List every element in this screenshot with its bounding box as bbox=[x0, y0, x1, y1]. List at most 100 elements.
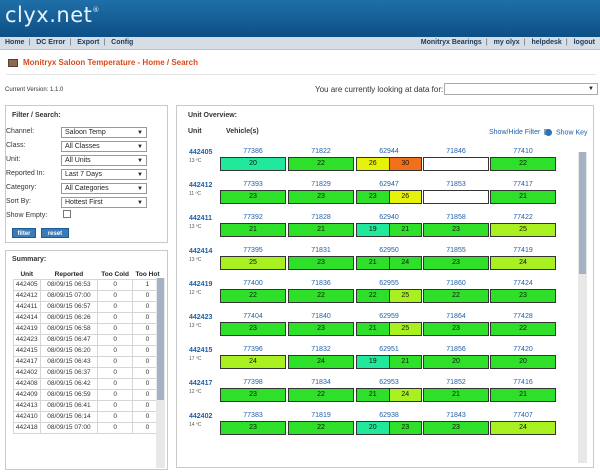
filter-button[interactable]: filter bbox=[12, 228, 36, 238]
vehicle-temp-box[interactable]: 20 bbox=[490, 355, 556, 369]
vehicle-id-link[interactable]: 71832 bbox=[311, 346, 331, 353]
show-empty-checkbox[interactable] bbox=[63, 210, 71, 218]
clyx-logo[interactable]: clyx.net® bbox=[5, 3, 100, 27]
vehicle-id-link[interactable]: 71855 bbox=[446, 247, 466, 254]
show-hide-filter-link[interactable]: Show/Hide Filter bbox=[489, 129, 551, 136]
vehicle-temp-box[interactable]: 23 bbox=[288, 256, 354, 270]
vehicle-temp-box[interactable]: 23 bbox=[423, 322, 489, 336]
vehicle-temp-box[interactable]: 23 bbox=[220, 388, 286, 402]
vehicle-id-link[interactable]: 71834 bbox=[311, 379, 331, 386]
unit-link[interactable]: 442415 bbox=[189, 347, 213, 354]
vehicle-temp-box[interactable]: 24 bbox=[220, 355, 286, 369]
vehicle-temp-box[interactable]: 21 bbox=[490, 190, 556, 204]
vehicle-id-link[interactable]: 62940 bbox=[379, 214, 399, 221]
summary-scroll-thumb[interactable] bbox=[157, 278, 164, 400]
col-too-hot[interactable]: Too Hot bbox=[135, 270, 160, 278]
vehicle-temp-box[interactable] bbox=[423, 157, 489, 171]
nav-export-link[interactable]: Export bbox=[77, 39, 100, 46]
table-row[interactable]: 442411 08/09/15 06:57 0 0 bbox=[13, 300, 164, 313]
vehicle-id-link[interactable]: 77392 bbox=[243, 214, 263, 221]
vehicle-temp-box[interactable] bbox=[423, 190, 489, 204]
class-select[interactable]: All Classes ▼ bbox=[61, 141, 147, 152]
vehicle-temp-box[interactable]: 23 bbox=[423, 223, 489, 237]
vehicle-temp-box[interactable]: 23 bbox=[423, 256, 489, 270]
vehicle-temp-box[interactable]: 21 25 bbox=[356, 322, 422, 336]
vehicle-temp-box[interactable]: 21 bbox=[288, 223, 354, 237]
vehicle-temp-box[interactable]: 20 23 bbox=[356, 421, 422, 435]
vehicle-id-link[interactable]: 71831 bbox=[311, 247, 331, 254]
nav-bearings-link[interactable]: Monitryx Bearings bbox=[420, 39, 482, 46]
vehicle-temp-box[interactable]: 23 bbox=[288, 190, 354, 204]
vehicle-temp-box[interactable]: 20 bbox=[423, 355, 489, 369]
nav-home-link[interactable]: Home bbox=[5, 39, 25, 46]
vehicle-temp-box[interactable]: 19 21 bbox=[356, 223, 422, 237]
vehicle-id-link[interactable]: 71853 bbox=[446, 181, 466, 188]
vehicle-temp-box[interactable]: 22 bbox=[288, 289, 354, 303]
table-row[interactable]: 442419 08/09/15 06:58 0 0 bbox=[13, 322, 164, 335]
vehicle-temp-box[interactable]: 23 bbox=[220, 322, 286, 336]
vehicle-id-link[interactable]: 62950 bbox=[379, 247, 399, 254]
nav-logout-link[interactable]: logout bbox=[573, 39, 595, 46]
vehicle-id-link[interactable]: 77410 bbox=[513, 148, 533, 155]
nav-helpdesk-link[interactable]: helpdesk bbox=[531, 39, 562, 46]
sort-by-select[interactable]: Hottest First ▼ bbox=[61, 197, 147, 208]
vehicle-id-link[interactable]: 71858 bbox=[446, 214, 466, 221]
unit-link[interactable]: 442414 bbox=[189, 248, 213, 255]
vehicle-temp-box[interactable]: 25 bbox=[220, 256, 286, 270]
vehicle-id-link[interactable]: 77420 bbox=[513, 346, 533, 353]
vehicle-temp-box[interactable]: 21 bbox=[423, 388, 489, 402]
vehicle-temp-box[interactable]: 22 bbox=[490, 157, 556, 171]
vehicle-temp-box[interactable]: 22 bbox=[423, 289, 489, 303]
vehicle-id-link[interactable]: 62959 bbox=[379, 313, 399, 320]
table-row[interactable]: 442405 08/09/15 06:53 0 1 bbox=[13, 278, 164, 291]
vehicle-temp-box[interactable]: 20 bbox=[220, 157, 286, 171]
vehicle-id-link[interactable]: 62951 bbox=[379, 346, 399, 353]
vehicle-id-link[interactable]: 77404 bbox=[243, 313, 263, 320]
vehicle-temp-box[interactable]: 21 24 bbox=[356, 256, 422, 270]
vehicle-temp-box[interactable]: 26 30 bbox=[356, 157, 422, 171]
vehicle-id-link[interactable]: 71856 bbox=[446, 346, 466, 353]
vehicle-temp-box[interactable]: 22 bbox=[490, 322, 556, 336]
vehicle-id-link[interactable]: 77416 bbox=[513, 379, 533, 386]
col-unit[interactable]: Unit bbox=[20, 270, 34, 278]
vehicle-id-link[interactable]: 77393 bbox=[243, 181, 263, 188]
reported-in-select[interactable]: Last 7 Days ▼ bbox=[61, 169, 147, 180]
vehicle-id-link[interactable]: 71852 bbox=[446, 379, 466, 386]
vehicle-id-link[interactable]: 62955 bbox=[379, 280, 399, 287]
col-reported[interactable]: Reported bbox=[54, 270, 84, 278]
vehicle-temp-box[interactable]: 21 bbox=[220, 223, 286, 237]
channel-select[interactable]: Saloon Temp ▼ bbox=[61, 127, 147, 138]
vehicle-temp-box[interactable]: 25 bbox=[490, 223, 556, 237]
vehicle-id-link[interactable]: 77383 bbox=[243, 412, 263, 419]
table-row[interactable]: 442409 08/09/15 06:59 0 0 bbox=[13, 388, 164, 401]
table-row[interactable]: 442423 08/09/15 06:47 0 0 bbox=[13, 333, 164, 346]
unit-link[interactable]: 442423 bbox=[189, 314, 213, 321]
unit-link[interactable]: 442419 bbox=[189, 281, 213, 288]
vehicle-id-link[interactable]: 77419 bbox=[513, 247, 533, 254]
nav-my-olyx-link[interactable]: my olyx bbox=[493, 39, 520, 46]
table-row[interactable]: 442417 08/09/15 06:43 0 0 bbox=[13, 355, 164, 368]
vehicle-id-link[interactable]: 71819 bbox=[311, 412, 331, 419]
unit-link[interactable]: 442402 bbox=[189, 413, 213, 420]
overview-scroll-thumb[interactable] bbox=[579, 152, 586, 274]
vehicle-id-link[interactable]: 77428 bbox=[513, 313, 533, 320]
vehicle-temp-box[interactable]: 23 bbox=[490, 289, 556, 303]
vehicle-temp-box[interactable]: 24 bbox=[490, 421, 556, 435]
nav-config-link[interactable]: Config bbox=[111, 39, 134, 46]
vehicle-id-link[interactable]: 77407 bbox=[513, 412, 533, 419]
vehicle-temp-box[interactable]: 22 bbox=[288, 157, 354, 171]
unit-select[interactable]: All Units ▼ bbox=[61, 155, 147, 166]
vehicle-id-link[interactable]: 77400 bbox=[243, 280, 263, 287]
unit-link[interactable]: 442405 bbox=[189, 149, 213, 156]
vehicle-id-link[interactable]: 71840 bbox=[311, 313, 331, 320]
table-row[interactable]: 442415 08/09/15 06:20 0 0 bbox=[13, 344, 164, 357]
vehicle-id-link[interactable]: 71843 bbox=[446, 412, 466, 419]
table-row[interactable]: 442412 08/09/15 07:00 0 0 bbox=[13, 289, 164, 302]
vehicle-temp-box[interactable]: 21 bbox=[490, 388, 556, 402]
data-source-select[interactable]: ▼ bbox=[444, 83, 598, 95]
table-row[interactable]: 442408 08/09/15 06:42 0 0 bbox=[13, 377, 164, 390]
vehicle-id-link[interactable]: 71836 bbox=[311, 280, 331, 287]
vehicle-temp-box[interactable]: 23 bbox=[423, 421, 489, 435]
vehicle-temp-box[interactable]: 23 bbox=[220, 421, 286, 435]
vehicle-temp-box[interactable]: 21 24 bbox=[356, 388, 422, 402]
